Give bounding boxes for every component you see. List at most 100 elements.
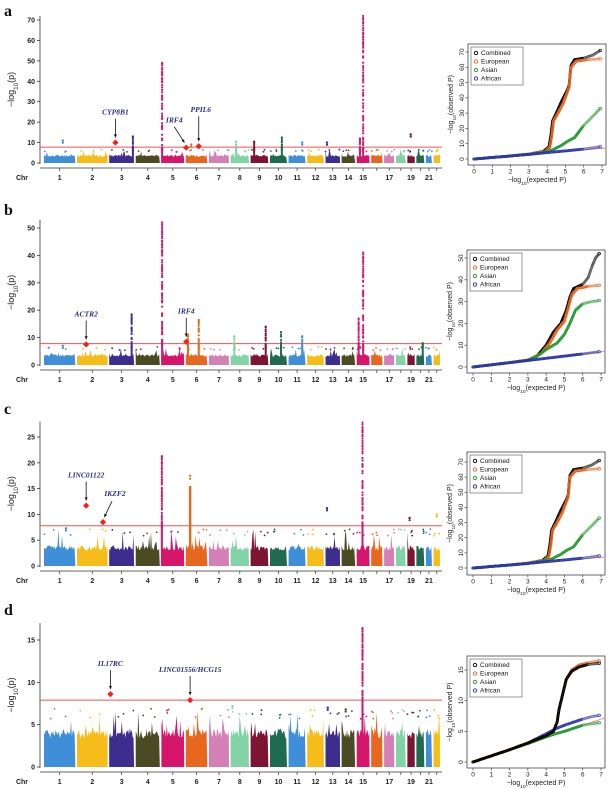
snp-point [80,150,83,152]
legend-entry: African [480,688,501,695]
panel-label: d [4,602,13,619]
chr-17-points [384,723,395,767]
qq-point [594,299,597,303]
snp-point [280,143,283,146]
qq-point [549,545,552,548]
chr-tick-label: 9 [258,377,262,384]
snp-point [407,149,410,152]
snp-point [160,320,164,323]
snp-point [160,104,164,107]
y-tick-label: 20 [27,308,35,315]
snp-point [264,344,267,348]
snp-point [160,522,163,525]
x-axis-label: Chr [16,578,28,585]
snp-point [160,80,164,83]
qq-point [597,516,601,520]
snp-point [329,348,332,351]
snp-point [362,265,365,268]
snp-point [167,708,170,711]
chr-13-points [325,348,341,365]
legend-marker-icon [473,76,479,81]
chr-21-points [425,354,432,365]
legend-box [470,46,524,86]
legend-marker-icon [473,67,479,73]
snp-point [362,335,365,338]
chr-tick-label: 3 [120,175,124,182]
snp-point [372,717,375,720]
snp-point [329,712,332,715]
snp-point [392,528,395,531]
gene-label: LINC01122 [67,471,105,480]
snp-point [362,255,365,259]
qq-point [582,352,586,356]
label-prefix: −log [6,494,16,511]
snp-point [362,110,365,113]
chr-5-points [161,347,185,365]
snp-point [361,459,364,462]
qq-point [587,146,591,150]
snp-point [362,29,365,32]
x-axis-label: −log10(expected P) [507,385,566,395]
chr-3-points [109,711,135,767]
snp-point [160,274,164,277]
gene-annotation: PPIL6 [191,105,211,150]
panel-label: a [4,3,12,20]
arrow-line [173,126,185,143]
snp-point [361,497,364,500]
label-prefix: −log [507,780,521,787]
snp-column [253,146,256,163]
x-tick-label: 5 [564,169,568,176]
chr-22-points [433,711,440,767]
chr-tick-label: 10 [275,175,283,182]
x-tick-label: 1 [489,772,493,779]
snp-point [175,151,178,153]
snp-point [301,338,304,341]
chr-19-points [407,732,415,767]
snp-point [362,302,365,306]
snp-column [280,146,283,163]
snp-point [170,530,173,533]
y-tick-label: 10 [27,512,35,519]
chr-tick-label: 12 [312,377,320,384]
snp-point [361,684,364,687]
label-suffix: (expected P) [526,385,566,392]
snp-point [348,528,351,531]
chr-tick-label: 19 [407,175,415,182]
snp-point [104,348,106,351]
x-tick-label: 0 [471,377,475,384]
snp-point [410,531,413,534]
snp-point [357,335,360,338]
qq-point [550,531,554,535]
snp-point [160,507,163,510]
qq-point [575,287,579,290]
snp-point [309,348,312,351]
peak-chr-3 [131,135,134,163]
legend-marker-icon [472,282,478,287]
snp-point [251,347,254,349]
y-tick-label: 70 [458,458,465,466]
snp-point [428,149,431,151]
chr-14-points [341,351,356,365]
snp-point [160,496,163,500]
snp-point [160,265,164,268]
snp-point [362,251,365,254]
snp-point [131,145,134,148]
legend-box [469,454,523,494]
snp-point [264,339,267,342]
qq-point [590,467,593,471]
snp-point [362,55,365,58]
chr-14-points [341,151,356,163]
snp-point [320,346,323,349]
snp-point [155,531,158,534]
snp-point [160,296,164,300]
chr-17-points [384,354,395,365]
chr-tick-label: 21 [425,377,433,384]
snp-point [345,715,348,718]
x-tick-label: 6 [581,579,585,586]
chr-tick-label: 15 [359,377,367,384]
snp-column [301,343,304,365]
chr-9-points [250,529,269,566]
snp-column [361,522,364,566]
